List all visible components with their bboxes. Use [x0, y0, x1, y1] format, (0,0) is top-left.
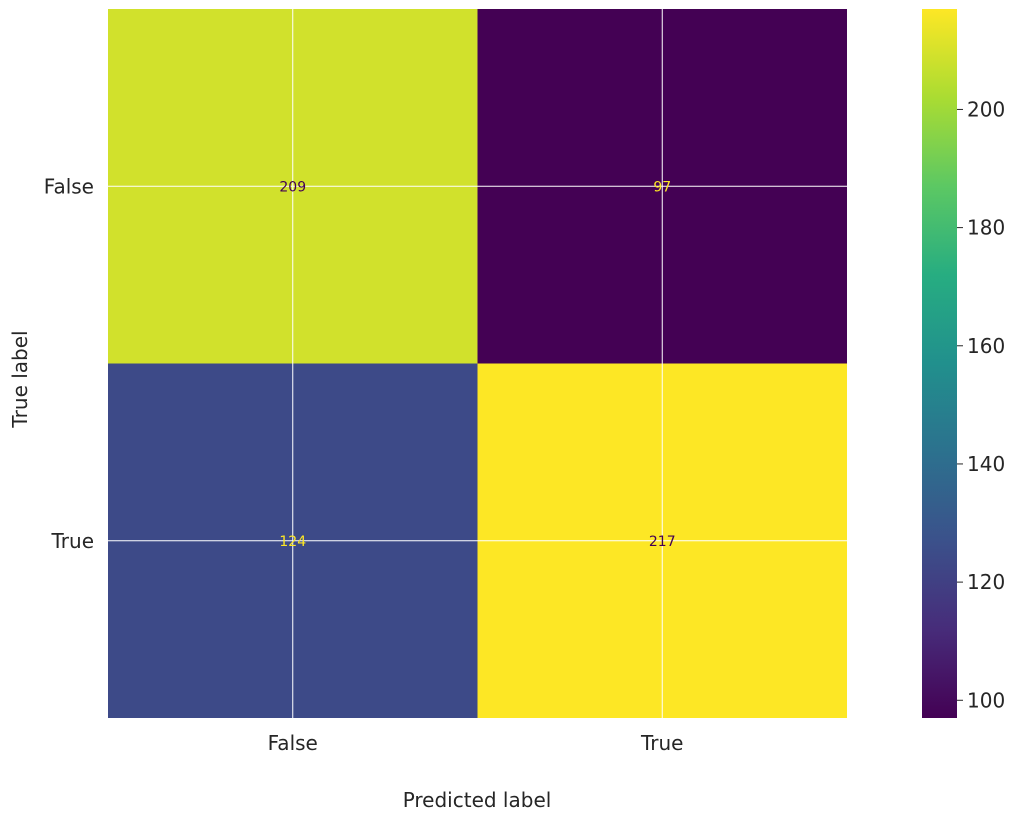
x-tick-label: True [640, 731, 683, 755]
colorbar-tick-label: 180 [967, 216, 1005, 240]
cell-value-labels: 209 97 124 217 [279, 179, 675, 550]
y-axis-title: True label [8, 330, 32, 428]
colorbar-tick-label: 200 [967, 97, 1005, 121]
colorbar-tick-label: 160 [967, 334, 1005, 358]
gridlines [108, 9, 847, 718]
x-axis-title: Predicted label [403, 788, 552, 812]
y-tick-label: True [51, 529, 94, 553]
y-tick-labels: False True [44, 174, 94, 553]
x-tick-label: False [268, 731, 318, 755]
heatmap-cells [108, 9, 847, 718]
cell-value-label: 217 [649, 534, 676, 550]
colorbar-tick-label: 120 [967, 570, 1005, 594]
cell-value-label: 97 [653, 179, 671, 195]
y-tick-label: False [44, 174, 94, 198]
cell-value-label: 124 [279, 534, 306, 550]
cell-value-label: 209 [279, 179, 306, 195]
colorbar [922, 9, 957, 718]
colorbar-tick-label: 100 [967, 688, 1005, 712]
colorbar-tick-label: 140 [967, 452, 1005, 476]
colorbar-ticks: 100 120 140 160 180 200 [957, 97, 1005, 712]
x-tick-labels: False True [268, 731, 684, 755]
